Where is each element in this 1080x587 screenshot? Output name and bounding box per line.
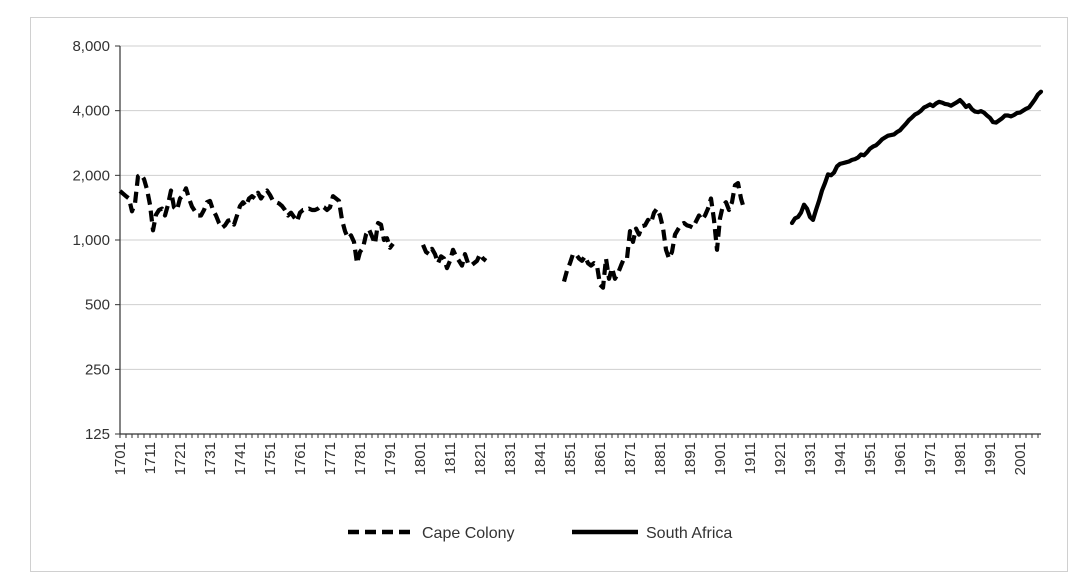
y-tick-label: 500 xyxy=(85,297,110,314)
x-tick-label: 1701 xyxy=(112,442,129,475)
x-tick-label: 1831 xyxy=(502,442,519,475)
x-tick-label: 2001 xyxy=(1012,442,1029,475)
chart-frame xyxy=(30,17,1068,572)
x-tick-label: 1981 xyxy=(952,442,969,475)
x-tick-label: 1921 xyxy=(772,442,789,475)
x-tick-label: 1871 xyxy=(622,442,639,475)
x-tick-label: 1991 xyxy=(982,442,999,475)
x-tick-label: 1891 xyxy=(682,442,699,475)
x-tick-label: 1961 xyxy=(892,442,909,475)
x-tick-label: 1711 xyxy=(142,442,159,474)
cape-colony-line xyxy=(561,181,747,290)
legend-label-south-africa: South Africa xyxy=(646,525,732,542)
x-tick-label: 1801 xyxy=(412,442,429,475)
x-tick-label: 1781 xyxy=(352,442,369,475)
y-tick-label: 8,000 xyxy=(72,38,110,55)
x-tick-label: 1841 xyxy=(532,442,549,475)
x-tick-label: 1941 xyxy=(832,442,849,475)
x-tick-label: 1731 xyxy=(202,442,219,475)
x-tick-label: 1861 xyxy=(592,442,609,475)
cape-colony-line xyxy=(421,243,488,271)
x-tick-label: 1761 xyxy=(292,442,309,475)
x-tick-label: 1721 xyxy=(172,442,189,475)
x-tick-label: 1881 xyxy=(652,442,669,475)
x-tick-label: 1771 xyxy=(322,442,339,475)
x-tick-label: 1751 xyxy=(262,442,279,475)
south-africa-line xyxy=(789,89,1044,226)
legend-label-cape-colony: Cape Colony xyxy=(422,525,515,542)
x-tick-label: 1821 xyxy=(472,442,489,475)
x-tick-label: 1901 xyxy=(712,442,729,475)
y-tick-label: 4,000 xyxy=(72,103,110,120)
x-tick-label: 1811 xyxy=(442,442,459,474)
x-tick-label: 1971 xyxy=(922,442,939,475)
y-tick-label: 250 xyxy=(85,361,110,378)
y-tick-label: 125 xyxy=(85,426,110,443)
x-tick-label: 1851 xyxy=(562,442,579,475)
cape-colony-line xyxy=(118,172,395,266)
x-tick-label: 1741 xyxy=(232,442,249,475)
x-tick-label: 1911 xyxy=(742,442,759,474)
y-tick-label: 2,000 xyxy=(72,167,110,184)
x-tick-label: 1791 xyxy=(382,442,399,475)
x-tick-label: 1931 xyxy=(802,442,819,475)
y-tick-label: 1,000 xyxy=(72,232,110,249)
x-tick-label: 1951 xyxy=(862,442,879,475)
